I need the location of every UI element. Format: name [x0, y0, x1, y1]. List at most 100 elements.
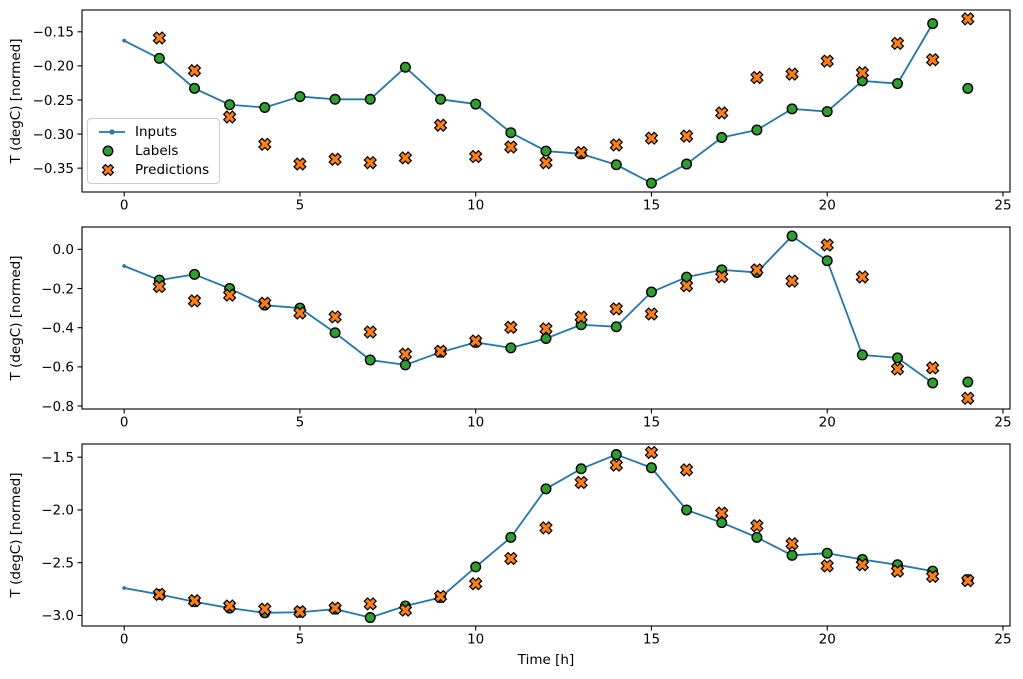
subplot-3: 0 5 10 15 20 25 −1.5 −2.0 −2.5 −3.0 — [41, 443, 1012, 648]
x-tick-label: 15 — [643, 632, 660, 648]
label-point — [892, 78, 904, 90]
prediction-point — [644, 131, 659, 145]
label-point — [364, 354, 376, 366]
x-tick-label: 25 — [994, 632, 1011, 648]
prediction-point — [574, 145, 588, 160]
y-tick-label: 0.0 — [53, 242, 74, 258]
prediction-point — [539, 521, 553, 535]
label-point — [259, 101, 271, 113]
label-point — [962, 82, 974, 94]
axes-frame — [81, 226, 1011, 410]
prediction-point — [363, 155, 377, 170]
prediction-point — [504, 320, 518, 335]
label-point — [786, 549, 798, 561]
label-point — [610, 159, 622, 171]
x-tick-label: 0 — [120, 632, 129, 648]
legend-item-labels: Labels — [96, 142, 211, 161]
prediction-point — [750, 519, 764, 533]
prediction-point — [539, 322, 553, 336]
label-point — [681, 504, 693, 516]
y-tick-label: −0.25 — [33, 93, 74, 109]
label-point — [188, 268, 200, 280]
subplot-1: 0 5 10 15 20 25 −0.15 −0.20 −0.25 −0.30 −0.35 — [33, 9, 1012, 214]
label-point — [399, 359, 411, 371]
legend-item-inputs: Inputs — [96, 123, 211, 142]
label-point — [364, 93, 376, 105]
label-point — [821, 255, 833, 267]
label-point — [645, 177, 657, 189]
label-point — [294, 91, 306, 103]
x-tick-label: 10 — [467, 415, 484, 431]
inputs-line-icon — [99, 129, 125, 135]
label-point — [435, 93, 447, 105]
prediction-point — [293, 157, 307, 171]
legend-label-inputs: Inputs — [135, 124, 177, 141]
prediction-point — [258, 137, 272, 152]
label-point — [575, 463, 587, 475]
prediction-point — [468, 334, 483, 348]
x-tick-label: 5 — [296, 632, 305, 648]
prediction-point — [468, 577, 483, 591]
series-labels-panel-2 — [153, 230, 974, 389]
prediction-point — [820, 559, 834, 573]
prediction-point — [363, 325, 377, 339]
label-point — [645, 286, 657, 298]
prediction-point — [152, 279, 167, 294]
prediction-point — [293, 306, 307, 320]
prediction-point — [258, 602, 272, 616]
label-point — [821, 547, 833, 559]
label-point — [751, 531, 763, 543]
x-tick-label: 10 — [467, 198, 484, 214]
y-tick-label: −1.5 — [41, 450, 74, 466]
label-point — [786, 103, 798, 115]
prediction-point — [609, 302, 624, 316]
series-predictions-panel-1 — [152, 12, 975, 171]
label-point — [645, 462, 657, 474]
prediction-point — [222, 599, 237, 613]
prediction-point — [187, 593, 202, 608]
prediction-point — [433, 589, 448, 604]
subplot-2: 0 5 10 15 20 25 0.0 −0.2 −0.4 −0.6 −0.8 — [41, 226, 1012, 431]
label-point — [188, 82, 200, 94]
label-point — [329, 327, 341, 339]
prediction-point — [714, 270, 729, 284]
prediction-point — [398, 347, 413, 361]
series-predictions-panel-3 — [152, 445, 975, 619]
label-point — [540, 483, 552, 495]
prediction-point — [820, 238, 834, 252]
x-tick-label: 15 — [643, 415, 660, 431]
label-point — [786, 230, 798, 242]
label-point — [892, 352, 904, 364]
label-point — [505, 127, 517, 139]
prediction-point — [187, 294, 202, 308]
legend-item-predictions: Predictions — [96, 160, 211, 179]
prediction-point — [890, 36, 905, 51]
y-tick-label: −2.5 — [41, 555, 74, 571]
prediction-point — [328, 152, 342, 167]
series-labels-panel-3 — [153, 449, 974, 624]
prediction-point — [750, 70, 764, 85]
prediction-point — [293, 605, 307, 619]
prediction-point — [574, 475, 588, 490]
series-predictions-panel-2 — [152, 238, 975, 405]
x-tick-label: 0 — [120, 415, 129, 431]
prediction-point — [714, 106, 729, 120]
labels-circle-icon — [102, 145, 114, 157]
y-tick-label: −0.15 — [33, 25, 74, 41]
x-tick-label: 15 — [643, 198, 660, 214]
axes-frame — [81, 9, 1011, 193]
inputs-point — [122, 586, 127, 590]
prediction-point — [468, 149, 483, 164]
prediction-point — [152, 587, 167, 602]
x-tick-label: 10 — [467, 632, 484, 648]
predictions-x-icon — [101, 163, 115, 176]
y-tick-label: −0.30 — [33, 127, 74, 143]
prediction-point — [328, 310, 342, 324]
label-point — [821, 106, 833, 118]
label-point — [505, 531, 517, 543]
label-point — [716, 517, 728, 529]
x-tick-label: 25 — [994, 198, 1011, 214]
y-tick-label: −0.4 — [41, 320, 74, 336]
